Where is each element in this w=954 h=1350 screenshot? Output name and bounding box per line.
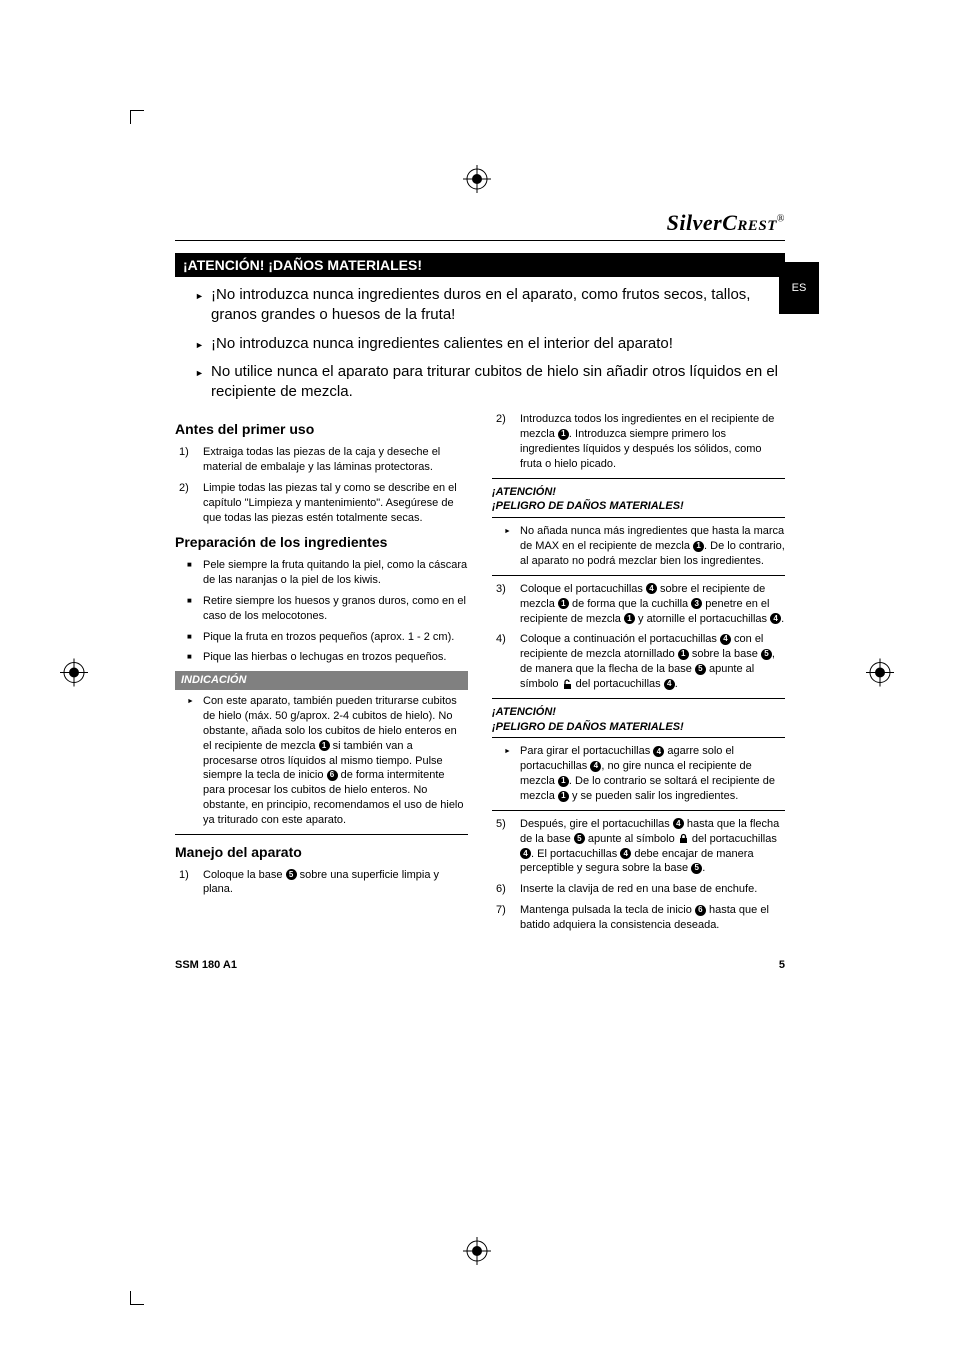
page-content: SilverCrest® ¡ATENCIÓN! ¡DAÑOS MATERIALE… bbox=[175, 210, 785, 971]
ref-circle-5-icon: 5 bbox=[691, 863, 702, 874]
ref-circle-4-icon: 4 bbox=[520, 848, 531, 859]
left-column: Antes del primer uso 1)Extraiga todas la… bbox=[175, 412, 468, 938]
brand-reg: ® bbox=[777, 214, 785, 225]
ref-circle-1-icon: 1 bbox=[558, 429, 569, 440]
warn-rule bbox=[492, 517, 785, 518]
ref-circle-4-icon: 4 bbox=[673, 818, 684, 829]
ref-circle-4-icon: 4 bbox=[664, 679, 675, 690]
brand-part1: Silver bbox=[667, 210, 723, 235]
crop-tick-bl bbox=[130, 1291, 144, 1305]
page-footer: SSM 180 A1 5 bbox=[175, 959, 785, 971]
heading-antes: Antes del primer uso bbox=[175, 420, 468, 439]
lock-closed-icon bbox=[678, 833, 689, 844]
list-item: Pele siempre la fruta quitando la piel, … bbox=[189, 558, 468, 588]
note-rule bbox=[175, 834, 468, 835]
ref-circle-4-icon: 4 bbox=[620, 848, 631, 859]
ref-circle-1-icon: 1 bbox=[624, 613, 635, 624]
intro-list: ¡No introduzca nunca ingredientes duros … bbox=[195, 285, 785, 402]
list-item: 3)Coloque el portacuchillas 4 sobre el r… bbox=[506, 582, 785, 627]
warn-rule bbox=[492, 737, 785, 738]
list-item: 6)Inserte la clavija de red en una base … bbox=[506, 882, 785, 897]
list-item: Pique la fruta en trozos pequeños (aprox… bbox=[189, 630, 468, 645]
list-item: Retire siempre los huesos y granos duros… bbox=[189, 594, 468, 624]
reg-mark-left bbox=[60, 659, 88, 692]
footer-model: SSM 180 A1 bbox=[175, 959, 237, 971]
warn-item: No añada nunca más ingredientes que hast… bbox=[506, 524, 785, 569]
footer-page: 5 bbox=[779, 959, 785, 971]
list-item: 7)Mantenga pulsada la tecla de inicio 6 … bbox=[506, 903, 785, 933]
ref-circle-1-icon: 1 bbox=[693, 541, 704, 552]
ref-circle-4-icon: 4 bbox=[653, 746, 664, 757]
list-item: Pique las hierbas o lechugas en trozos p… bbox=[189, 650, 468, 665]
warning-bar: ¡ATENCIÓN! ¡DAÑOS MATERIALES! bbox=[175, 253, 785, 277]
crop-tick-tl bbox=[130, 110, 144, 124]
intro-item: ¡No introduzca nunca ingredientes calien… bbox=[195, 334, 785, 354]
ref-circle-5-icon: 5 bbox=[695, 664, 706, 675]
warn-header: ¡ATENCIÓN! ¡PELIGRO DE DAÑOS MATERIALES! bbox=[492, 485, 785, 515]
ref-circle-1-icon: 1 bbox=[319, 740, 330, 751]
list-item: 1)Coloque la base 5 sobre una superficie… bbox=[189, 868, 468, 898]
ref-circle-5-icon: 5 bbox=[286, 869, 297, 880]
ref-circle-3-icon: 3 bbox=[691, 598, 702, 609]
ref-circle-4-icon: 4 bbox=[590, 761, 601, 772]
ref-circle-5-icon: 5 bbox=[574, 833, 585, 844]
warn-item: Para girar el portacuchillas 4 agarre so… bbox=[506, 744, 785, 803]
ref-circle-1-icon: 1 bbox=[558, 776, 569, 787]
warn-rule bbox=[492, 575, 785, 576]
warn-rule bbox=[492, 810, 785, 811]
language-tab: ES bbox=[779, 262, 819, 314]
list-item: 1)Extraiga todas las piezas de la caja y… bbox=[189, 445, 468, 475]
lock-open-icon bbox=[562, 679, 573, 690]
list-item: 2)Introduzca todos los ingredientes en e… bbox=[506, 412, 785, 471]
ref-circle-4-icon: 4 bbox=[770, 613, 781, 624]
brand-logo: SilverCrest® bbox=[175, 210, 785, 236]
ref-circle-5-icon: 5 bbox=[761, 649, 772, 660]
ref-circle-1-icon: 1 bbox=[558, 791, 569, 802]
note-body: Con este aparato, también pueden tritura… bbox=[189, 694, 468, 828]
ref-circle-6-icon: 6 bbox=[327, 770, 338, 781]
list-item: 2)Limpie todas las piezas tal y como se … bbox=[189, 481, 468, 526]
intro-item: No utilice nunca el aparato para tritura… bbox=[195, 362, 785, 403]
ref-circle-1-icon: 1 bbox=[678, 649, 689, 660]
brand-part2: Crest bbox=[722, 210, 777, 235]
reg-mark-right bbox=[866, 659, 894, 692]
warn-rule bbox=[492, 478, 785, 479]
ref-circle-4-icon: 4 bbox=[720, 634, 731, 645]
heading-manejo: Manejo del aparato bbox=[175, 843, 468, 862]
heading-preparacion: Preparación de los ingredientes bbox=[175, 533, 468, 552]
ref-circle-4-icon: 4 bbox=[646, 583, 657, 594]
warn-header: ¡ATENCIÓN! ¡PELIGRO DE DAÑOS MATERIALES! bbox=[492, 705, 785, 735]
warn-rule bbox=[492, 698, 785, 699]
reg-mark-bottom bbox=[463, 1237, 491, 1270]
list-item: 5)Después, gire el portacuchillas 4 hast… bbox=[506, 817, 785, 876]
header-rule bbox=[175, 240, 785, 241]
right-column: 2)Introduzca todos los ingredientes en e… bbox=[492, 412, 785, 938]
list-item: 4)Coloque a continuación el portacuchill… bbox=[506, 632, 785, 691]
note-header-indicacion: INDICACIÓN bbox=[175, 671, 468, 690]
ref-circle-6-icon: 6 bbox=[695, 905, 706, 916]
intro-item: ¡No introduzca nunca ingredientes duros … bbox=[195, 285, 785, 326]
ref-circle-1-icon: 1 bbox=[558, 598, 569, 609]
reg-mark-top bbox=[463, 165, 491, 198]
